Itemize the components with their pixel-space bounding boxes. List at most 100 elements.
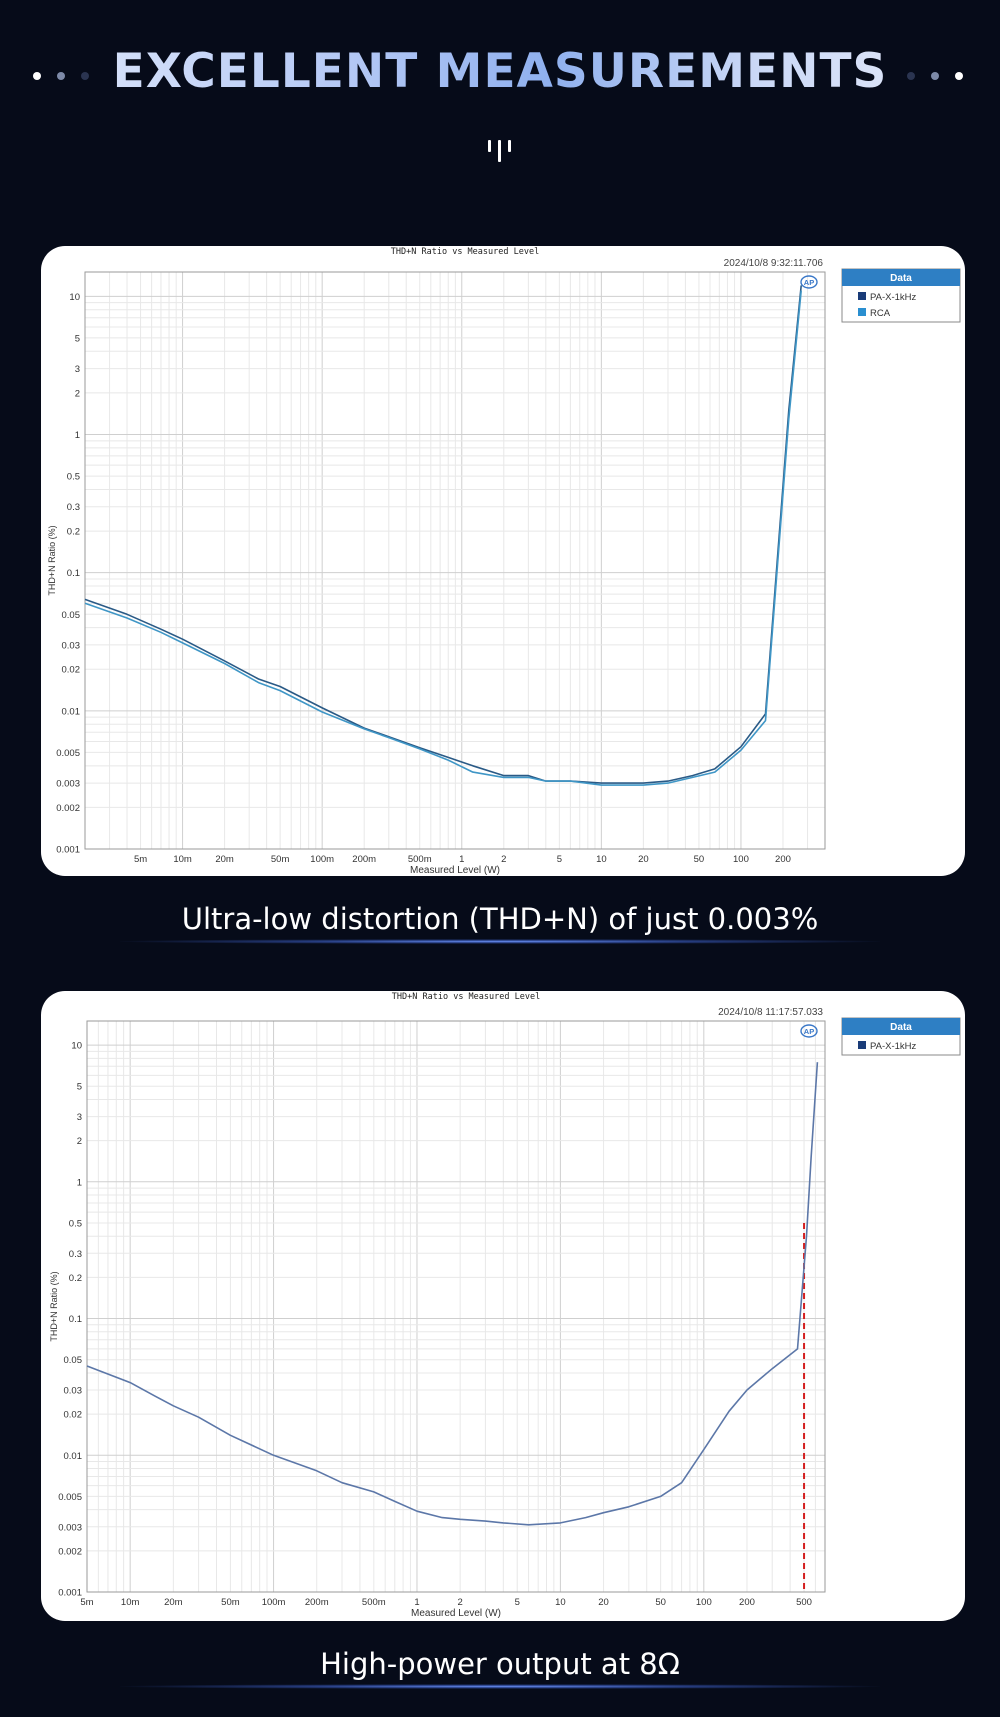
x-tick-label: 5m: [80, 1597, 93, 1608]
x-axis-label: Measured Level (W): [411, 1608, 501, 1619]
y-tick-label: 0.001: [58, 1588, 82, 1599]
y-tick-label: 0.03: [62, 640, 81, 651]
x-tick-label: 500m: [362, 1597, 386, 1608]
dot-icon: [57, 72, 65, 80]
x-tick-label: 500m: [408, 854, 432, 865]
y-tick-label: 5: [75, 333, 80, 344]
dot-icon: [81, 72, 89, 80]
series-line-pa-x-1khz: [86, 1062, 819, 1526]
chart-card-1: 5m 10m 20m 50m 100m 200m 500m 1 2 5 10 20 50 100 200 10…: [41, 246, 965, 876]
x-tick-label: 50m: [271, 854, 290, 865]
legend-header: [842, 269, 960, 286]
y-tick-label: 0.3: [69, 1249, 82, 1260]
header: EXCELLENT MEASUREMENTS: [0, 0, 1000, 200]
y-tick-label: 10: [71, 1041, 82, 1052]
y-tick-label: 2: [77, 1136, 82, 1147]
page-title: EXCELLENT MEASUREMENTS: [0, 44, 1000, 99]
x-tick-label: 5m: [134, 854, 147, 865]
x-tick-label: 500: [796, 1597, 812, 1608]
x-tick-label: 200m: [305, 1597, 329, 1608]
chart-card-2: 5m 10m 20m 50m 100m 200m 500m 1 2 5 10 20 50 100 200 50…: [41, 991, 965, 1621]
y-tick-label: 0.002: [56, 803, 80, 814]
caption-glow-line: [120, 1684, 880, 1689]
y-tick-label: 0.005: [56, 748, 80, 759]
x-tick-label: 200m: [352, 854, 376, 865]
series-line-rca: [84, 290, 802, 786]
y-tick-label: 10: [69, 292, 80, 303]
caption-glow-line: [120, 939, 880, 944]
legend-label: RCA: [870, 308, 891, 319]
x-tick-label: 5: [557, 854, 562, 865]
x-tick-label: 20m: [164, 1597, 183, 1608]
legend-swatch: [858, 1041, 866, 1049]
dot-icon: [955, 72, 963, 80]
chart-title: THD+N Ratio vs Measured Level: [391, 247, 539, 257]
y-tick-label: 5: [77, 1082, 82, 1093]
x-axis-label: Measured Level (W): [410, 865, 500, 876]
y-axis-label: THD+N Ratio (%): [49, 1271, 59, 1341]
y-tick-label: 0.2: [67, 527, 80, 538]
y-tick-label: 0.1: [67, 568, 80, 579]
chart-timestamp: 2024/10/8 11:17:57.033: [718, 1007, 823, 1018]
y-tick-label: 0.003: [56, 779, 80, 790]
y-tick-label: 0.01: [62, 706, 81, 717]
y-tick-label: 3: [77, 1112, 82, 1123]
x-tick-label: 100: [733, 854, 749, 865]
chart-timestamp: 2024/10/8 9:32:11.706: [724, 258, 824, 269]
legend-label: PA-X-1kHz: [870, 292, 917, 303]
y-tick-label: 0.5: [69, 1218, 82, 1229]
x-tick-label: 100m: [310, 854, 334, 865]
y-tick-label: 3: [75, 364, 80, 375]
x-tick-label: 100m: [262, 1597, 286, 1608]
x-tick-label: 20m: [215, 854, 234, 865]
legend-title: Data: [890, 1022, 912, 1033]
thd-chart-1: 5m 10m 20m 50m 100m 200m 500m 1 2 5 10 20 50 100 20010…: [47, 247, 961, 876]
series-line-pa-x-1khz: [84, 285, 802, 784]
x-tick-label: 10m: [121, 1597, 140, 1608]
x-tick-label: 50: [655, 1597, 666, 1608]
x-tick-label: 200: [775, 854, 791, 865]
x-tick-label: 100: [696, 1597, 712, 1608]
y-tick-label: 0.3: [67, 502, 80, 513]
dot-icon: [907, 72, 915, 80]
y-tick-label: 0.2: [69, 1273, 82, 1284]
legend-swatch: [858, 292, 866, 300]
plot-frame: [84, 271, 826, 850]
x-tick-label: 1: [414, 1597, 419, 1608]
thd-chart-2: 5m 10m 20m 50m 100m 200m 500m 1 2 5 10 20 50 100 200 50…: [49, 992, 961, 1619]
x-tick-label: 2: [458, 1597, 463, 1608]
legend-title: Data: [890, 273, 912, 284]
caption-distortion: Ultra-low distortion (THD+N) of just 0.0…: [181, 902, 819, 936]
x-tick-label: 10m: [173, 854, 192, 865]
y-axis-label: THD+N Ratio (%): [47, 525, 57, 595]
x-tick-label: 1: [459, 854, 464, 865]
y-tick-label: 0.1: [69, 1314, 82, 1325]
y-tick-label: 0.001: [56, 845, 80, 856]
x-tick-label: 10: [555, 1597, 566, 1608]
plot-frame: [86, 1020, 826, 1593]
y-tick-label: 0.02: [64, 1410, 83, 1421]
legend-label: PA-X-1kHz: [870, 1041, 917, 1052]
legend-swatch: [858, 308, 866, 316]
y-tick-label: 0.002: [58, 1546, 82, 1557]
dot-icon: [33, 72, 41, 80]
y-tick-label: 0.05: [64, 1355, 83, 1366]
y-tick-label: 0.03: [64, 1386, 83, 1397]
y-tick-label: 0.5: [67, 472, 80, 483]
y-tick-label: 0.005: [58, 1492, 82, 1503]
y-tick-label: 0.003: [58, 1522, 82, 1533]
ap-logo-icon: [800, 275, 818, 289]
x-tick-label: 50: [694, 854, 705, 865]
y-tick-label: 2: [75, 388, 80, 399]
y-tick-label: 0.02: [62, 665, 81, 676]
x-tick-label: 5: [515, 1597, 520, 1608]
y-tick-label: 0.01: [64, 1451, 83, 1462]
legend-header: [842, 1018, 960, 1035]
x-tick-label: 2: [501, 854, 506, 865]
plot-area: [87, 1021, 825, 1592]
tick-marks-icon: [488, 140, 512, 164]
ap-logo-icon: [800, 1024, 818, 1038]
caption-power: High-power output at 8Ω: [320, 1647, 680, 1681]
dot-icon: [931, 72, 939, 80]
y-tick-label: 0.05: [62, 610, 81, 621]
